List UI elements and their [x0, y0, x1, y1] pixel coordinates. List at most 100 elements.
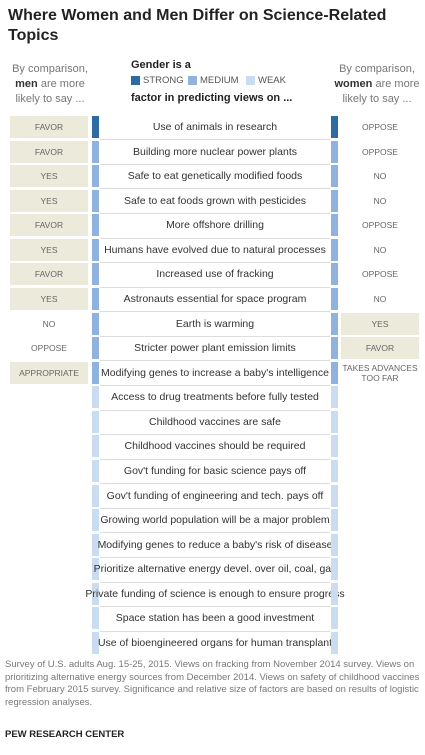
topic: Private funding of science is enough to … — [85, 587, 345, 600]
row-separator — [100, 360, 330, 362]
men-answer — [10, 558, 88, 580]
strength-bar — [331, 361, 338, 384]
strength-bar — [92, 287, 99, 310]
women-header-pre: By comparison, — [339, 63, 415, 75]
women-answer — [341, 460, 419, 482]
men-answer: FAVOR — [10, 263, 88, 286]
men-answer: FAVOR — [10, 140, 88, 163]
strength-bar — [92, 386, 99, 409]
men-answer: YES — [10, 238, 88, 261]
topic: Stricter power plant emission limits — [134, 342, 296, 355]
men-answer: FAVOR — [10, 116, 88, 138]
row-separator — [100, 262, 330, 264]
women-answer — [341, 558, 419, 580]
women-answer — [341, 607, 419, 629]
men-answer: NO — [42, 318, 56, 329]
topic: Use of bioengineered organs for human tr… — [97, 636, 333, 649]
women-answer: OPPOSE — [362, 146, 398, 157]
men-answer — [10, 534, 88, 556]
strength-bar — [331, 214, 338, 237]
strength-bar — [92, 312, 99, 335]
men-answer — [10, 583, 88, 605]
women-answer — [341, 509, 419, 531]
row-separator — [100, 507, 330, 509]
strength-bar — [92, 238, 99, 261]
strength-bar — [92, 582, 99, 605]
men-answer: YES — [10, 189, 88, 212]
row-separator — [100, 335, 330, 337]
men-answer — [10, 607, 88, 629]
strength-bar — [331, 435, 338, 458]
strength-bar — [331, 533, 338, 556]
men-answer — [10, 485, 88, 507]
topic: Growing world population will be a major… — [100, 514, 330, 527]
women-answer — [341, 411, 419, 433]
women-answer — [341, 632, 419, 654]
strength-bar — [331, 410, 338, 433]
legend-label: WEAK — [258, 75, 286, 86]
topic: Gov't funding of engineering and tech. p… — [106, 489, 324, 502]
women-answer: NO — [373, 171, 387, 182]
row-separator — [100, 311, 330, 313]
source: PEW RESEARCH CENTER — [5, 729, 125, 740]
topic: Astronauts essential for space program — [123, 292, 307, 305]
legend-label: MEDIUM — [200, 75, 239, 86]
strength-bar — [331, 459, 338, 482]
strength-bar — [331, 484, 338, 507]
row-separator — [100, 532, 330, 534]
men-answer — [10, 460, 88, 482]
women-answer: NO — [373, 244, 387, 255]
legend-swatch — [246, 76, 255, 85]
women-answer: OPPOSE — [362, 269, 398, 280]
strength-bar — [331, 263, 338, 286]
strength-bar — [331, 509, 338, 532]
men-header-pre: By comparison, — [12, 63, 88, 75]
strength-bar — [331, 287, 338, 310]
women-answer: OPPOSE — [362, 220, 398, 231]
topic: Prioritize alternative energy devel. ove… — [93, 563, 337, 576]
topic: Earth is warming — [175, 317, 255, 330]
men-answer — [10, 632, 88, 654]
strength-bar — [92, 459, 99, 482]
strength-bar — [331, 386, 338, 409]
strength-bar — [331, 337, 338, 360]
row-separator — [100, 213, 330, 214]
strength-bar — [92, 263, 99, 286]
strength-bar — [92, 140, 99, 163]
women-answer: NO — [373, 195, 387, 206]
strength-bar — [92, 435, 99, 458]
strength-bar — [331, 607, 338, 630]
legend-swatch — [188, 76, 197, 85]
legend-subtitle: factor in predicting views on ... — [131, 92, 293, 104]
strength-bar — [92, 558, 99, 581]
note: Survey of U.S. adults Aug. 15-25, 2015. … — [5, 659, 420, 708]
row-separator — [100, 556, 330, 558]
strength-bar — [331, 165, 338, 188]
topic: More offshore drilling — [166, 219, 264, 232]
men-answer — [10, 386, 88, 408]
row-separator — [100, 286, 330, 288]
row-separator — [100, 139, 330, 141]
title: Where Women and Men Differ on Science-Re… — [8, 7, 387, 44]
women-answer: NO — [373, 293, 387, 304]
strength-bar — [331, 116, 338, 138]
strength-bar — [92, 607, 99, 630]
strength-bar — [331, 582, 338, 605]
strength-bar — [92, 189, 99, 212]
strength-bar — [331, 238, 338, 261]
strength-bar — [92, 165, 99, 188]
row-separator — [100, 409, 330, 411]
topic: Childhood vaccines are safe — [149, 415, 281, 428]
men-answer — [10, 435, 88, 457]
legend-title: Gender is a — [131, 59, 191, 71]
men-header-emphasis: men — [15, 78, 38, 90]
legend-item: MEDIUM — [188, 75, 239, 86]
women-answer — [341, 583, 419, 605]
women-answer — [341, 534, 419, 556]
row-separator — [100, 385, 330, 386]
women-answer: YES — [341, 312, 419, 335]
topic: Gov't funding for basic science pays off — [123, 464, 307, 477]
women-header-post: are more likely to say ... — [342, 78, 420, 105]
strength-bar — [331, 140, 338, 163]
